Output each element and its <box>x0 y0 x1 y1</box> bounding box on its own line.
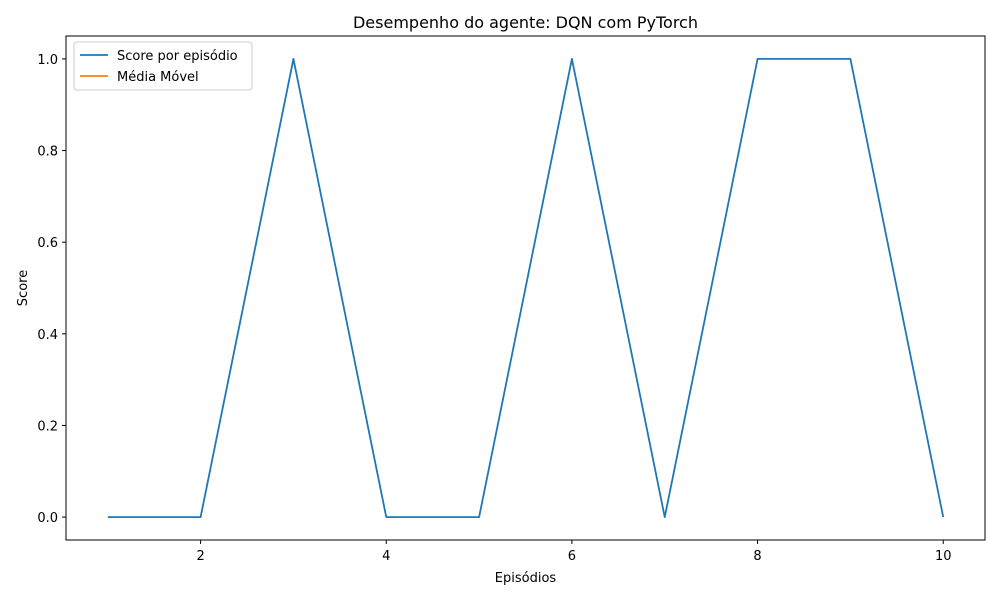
x-tick-label: 2 <box>196 549 204 564</box>
plot-frame <box>65 35 986 541</box>
legend: Score por episódio Média Móvel <box>73 41 253 91</box>
series-layer <box>107 58 945 518</box>
legend-box <box>73 41 253 91</box>
y-tick-label: 0.2 <box>37 419 58 434</box>
y-axis: 0.0 0.2 0.4 0.6 0.8 1.0 <box>37 53 66 526</box>
legend-label: Score por episódio <box>117 49 238 64</box>
y-tick-label: 1.0 <box>37 53 58 68</box>
y-tick-label: 0.8 <box>37 145 58 160</box>
x-axis: 2 4 6 8 10 <box>196 540 952 564</box>
x-tick-label: 4 <box>382 549 390 564</box>
legend-label: Média Móvel <box>117 70 199 85</box>
y-axis-label: Score <box>16 270 31 306</box>
y-tick-label: 0.6 <box>37 236 58 251</box>
y-tick-label: 0.0 <box>37 511 58 526</box>
x-tick-label: 10 <box>935 549 952 564</box>
chart-title: Desempenho do agente: DQN com PyTorch <box>353 13 698 32</box>
x-tick-label: 6 <box>568 549 576 564</box>
series-line-0 <box>107 58 945 518</box>
x-tick-label: 8 <box>753 549 761 564</box>
y-tick-label: 0.4 <box>37 328 58 343</box>
x-axis-label: Episódios <box>495 571 557 586</box>
